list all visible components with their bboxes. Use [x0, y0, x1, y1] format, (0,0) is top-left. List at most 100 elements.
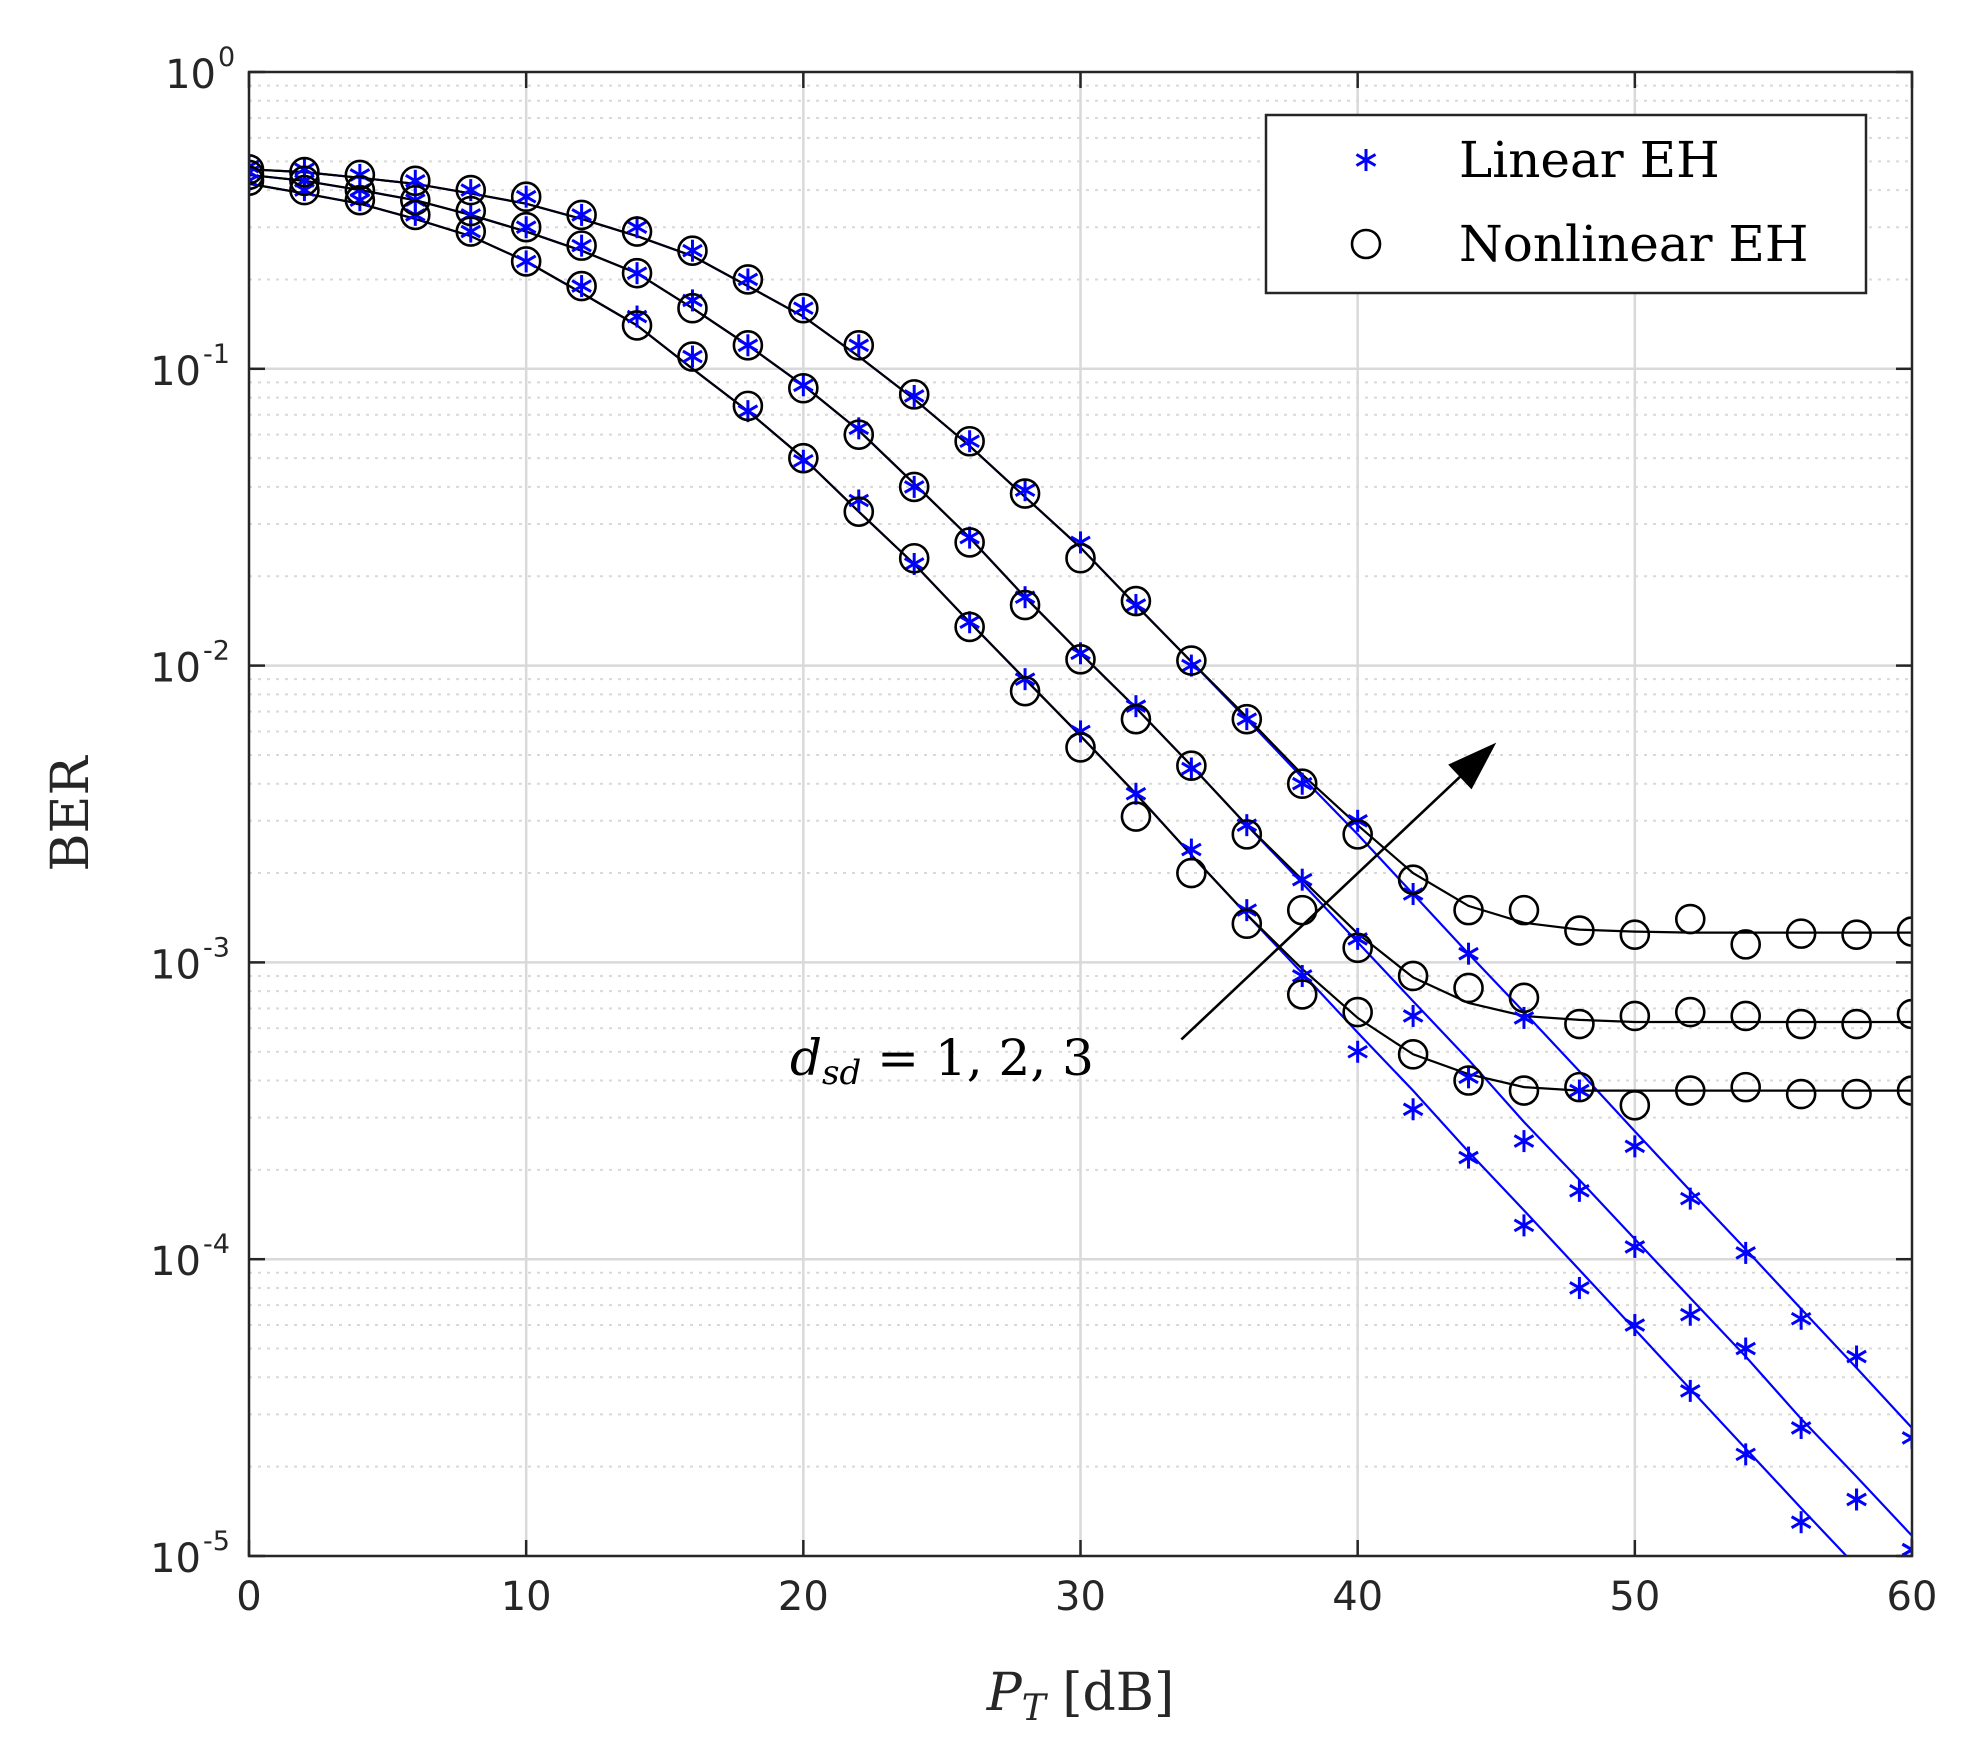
x-tick-label: 10 — [501, 1574, 552, 1620]
asterisk-marker — [1790, 1416, 1812, 1439]
asterisk-marker — [1735, 1443, 1756, 1466]
asterisk-marker — [682, 345, 703, 368]
asterisk-stroke — [1291, 969, 1313, 983]
circle-marker — [1120, 585, 1152, 617]
asterisk-stroke — [1070, 646, 1091, 661]
axes — [247, 70, 1914, 1558]
circle-marker — [1120, 801, 1152, 832]
asterisk-marker — [1458, 942, 1479, 965]
asterisk-marker — [626, 262, 648, 285]
asterisk-marker — [1513, 1214, 1535, 1237]
x-tick-label: 50 — [1609, 1574, 1660, 1620]
circle-marker — [621, 216, 653, 247]
circle-marker — [510, 211, 542, 243]
circle-marker — [954, 527, 985, 558]
y-tick-label-exponent: -2 — [203, 636, 230, 667]
annotation-variable: d — [790, 1029, 822, 1087]
asterisk-stroke — [1735, 1447, 1756, 1462]
circle-marker — [677, 341, 708, 372]
circle-marker — [455, 216, 487, 247]
circle-marker — [289, 174, 320, 206]
circle-marker — [566, 199, 597, 231]
y-tick-label: 10 — [150, 1536, 201, 1582]
asterisk-stroke — [848, 421, 870, 436]
asterisk-marker — [1181, 757, 1202, 780]
circle-marker — [1176, 645, 1207, 676]
circle-marker — [1674, 903, 1706, 935]
asterisk-stroke — [959, 615, 980, 630]
asterisk-stroke — [515, 189, 537, 204]
asterisk-marker — [1735, 1337, 1756, 1360]
asterisk-marker — [1125, 594, 1147, 617]
circle-marker — [1564, 1008, 1595, 1040]
legend: Linear EH Nonlinear EH — [1264, 113, 1868, 295]
circle-marker — [621, 310, 653, 341]
circle-marker — [1120, 703, 1152, 735]
circle-marker — [1065, 542, 1096, 574]
asterisk-marker — [959, 430, 980, 453]
asterisk-stroke — [1679, 1307, 1701, 1322]
circle-marker — [1453, 894, 1484, 926]
asterisk-marker — [1569, 1276, 1590, 1299]
circle-marker — [732, 264, 764, 295]
circle-marker — [510, 181, 542, 213]
asterisk-marker — [1569, 1179, 1590, 1202]
asterisk-stroke — [903, 389, 925, 403]
asterisk-marker — [405, 169, 426, 192]
asterisk-marker — [1014, 479, 1036, 502]
circle-marker — [1730, 1071, 1761, 1103]
circle-marker — [1453, 972, 1484, 1004]
asterisk-marker — [793, 297, 814, 320]
asterisk-stroke — [1569, 1184, 1590, 1198]
asterisk-stroke — [1355, 153, 1377, 167]
asterisk-marker — [1679, 1379, 1701, 1402]
circle-marker — [1009, 675, 1041, 707]
legend-circle-marker — [1350, 228, 1382, 260]
asterisk-marker — [515, 185, 537, 208]
asterisk-stroke — [571, 208, 592, 222]
asterisk-stroke — [1901, 1431, 1912, 1440]
circle-marker — [566, 230, 597, 261]
circle-marker — [1286, 979, 1318, 1010]
circle-marker — [1619, 1000, 1651, 1032]
asterisk-marker — [1624, 1235, 1646, 1258]
annotation-label: dsd = 1, 2, 3 — [790, 1029, 1094, 1093]
asterisk-marker — [959, 526, 980, 549]
asterisk-stroke — [1735, 1246, 1756, 1260]
asterisk-stroke — [1458, 946, 1479, 961]
asterisk-stroke — [1236, 712, 1258, 726]
circle-marker — [1841, 919, 1872, 950]
circle-marker — [399, 184, 431, 216]
asterisk-marker — [1569, 1079, 1590, 1102]
asterisk-stroke — [1402, 1009, 1424, 1023]
asterisk-marker — [1236, 708, 1258, 731]
circle-marker — [1896, 998, 1912, 1030]
axis-labels: PT [dB] BER — [41, 754, 1174, 1729]
circle-marker — [1896, 1075, 1912, 1106]
asterisk-marker — [1458, 1146, 1479, 1169]
circle-marker — [843, 496, 875, 528]
asterisk-marker — [571, 203, 592, 226]
y-tick-label-exponent: -3 — [203, 932, 230, 963]
plot-series — [249, 154, 1912, 1556]
y-tick-label: 10 — [165, 52, 216, 98]
x-tick-label: 30 — [1055, 1574, 1106, 1620]
asterisk-stroke — [1458, 1150, 1479, 1165]
asterisk-stroke — [1679, 1384, 1701, 1398]
y-tick-label-exponent: 0 — [218, 42, 235, 73]
y-axis-label: BER — [41, 754, 101, 871]
circle-marker — [677, 235, 708, 266]
asterisk-marker — [1402, 1098, 1424, 1121]
asterisk-stroke — [1790, 1421, 1812, 1435]
asterisk-marker — [1355, 149, 1377, 171]
asterisk-marker — [793, 449, 814, 472]
circle-marker — [954, 611, 985, 643]
circle-marker — [510, 246, 542, 277]
asterisk-marker — [903, 475, 925, 498]
circle-marker — [1508, 982, 1540, 1014]
asterisk-stroke — [737, 404, 759, 418]
circle-marker — [566, 270, 597, 302]
circle-marker — [1231, 908, 1263, 940]
asterisk-marker — [1790, 1307, 1812, 1330]
